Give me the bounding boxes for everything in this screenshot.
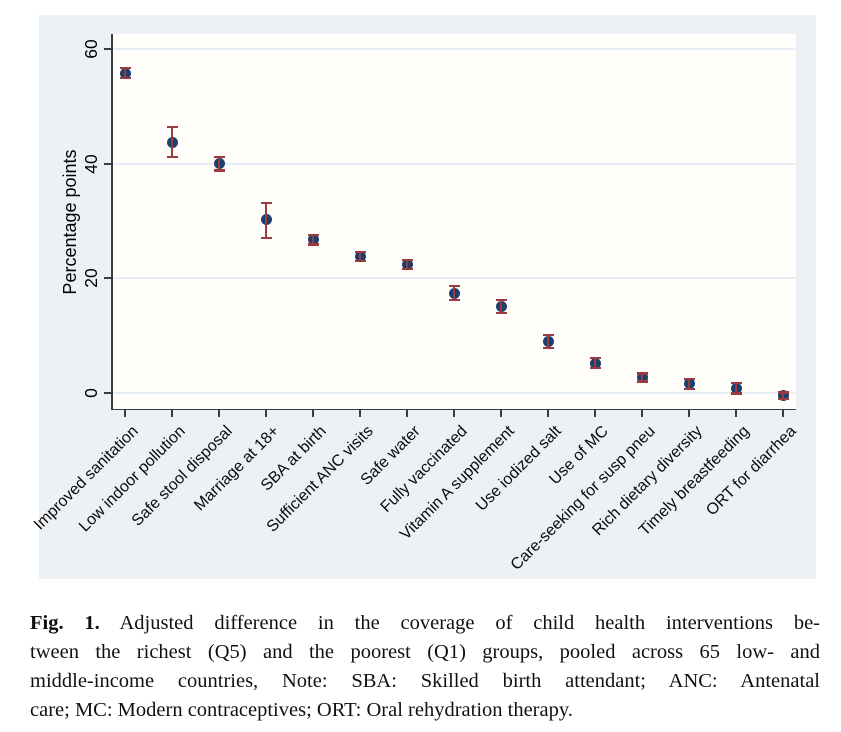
error-bar-cap-bottom	[119, 77, 131, 80]
error-bar-cap-top	[730, 382, 742, 385]
y-tick	[104, 162, 113, 165]
error-bar-cap-bottom	[589, 367, 601, 370]
error-bar-cap-top	[119, 66, 131, 70]
error-bar-cap-top	[777, 391, 789, 394]
x-tick	[594, 409, 596, 417]
error-bar-cap-bottom	[213, 169, 225, 172]
error-bar-line	[358, 251, 362, 262]
y-tick-label: 20	[81, 268, 101, 289]
error-bar-line	[170, 126, 174, 157]
gridline	[113, 277, 796, 280]
error-bar-cap-bottom	[401, 268, 413, 271]
error-bar-cap-bottom	[448, 299, 460, 302]
figure-1-chart: 0 20 40 60 Improved sanitation Low indoor pol…	[31, 15, 816, 579]
error-bar-line	[123, 67, 127, 79]
x-tick	[124, 409, 126, 417]
caption-line: Fig. 1. Adjusted difference in the cover…	[30, 612, 820, 634]
error-bar-line	[264, 202, 268, 238]
caption-line: care; MC: Modern contraceptives; ORT: Or…	[30, 699, 573, 721]
error-bar-cap-bottom	[542, 346, 554, 349]
gridline	[113, 162, 796, 165]
x-tick	[500, 409, 502, 417]
error-bar-cap-bottom	[307, 243, 319, 246]
error-bar-line	[546, 335, 550, 348]
error-bar-cap-top	[495, 299, 507, 302]
x-tick	[359, 409, 361, 417]
x-axis-line	[111, 408, 797, 411]
error-bar-line	[217, 156, 221, 171]
error-bar-cap-bottom	[166, 155, 178, 158]
error-bar-cap-bottom	[354, 260, 366, 263]
error-bar-cap-top	[307, 234, 319, 237]
error-bar-cap-top	[213, 155, 225, 158]
error-bar-cap-bottom	[730, 392, 742, 395]
x-tick	[406, 409, 408, 417]
x-tick	[782, 409, 784, 417]
x-tick	[171, 409, 173, 417]
figure-label: Fig. 1.	[30, 612, 100, 634]
error-bar-cap-top	[636, 372, 648, 375]
y-tick-label: 40	[81, 153, 101, 174]
error-bar-line	[734, 383, 738, 394]
error-bar-cap-bottom	[636, 380, 648, 383]
caption-line: middle-income countries, Note: SBA: Skil…	[30, 670, 820, 692]
error-bar-line	[640, 373, 644, 382]
error-bar-line	[687, 378, 691, 389]
gridline	[113, 48, 796, 51]
error-bar-cap-top	[589, 356, 601, 360]
error-bar-line	[499, 300, 503, 313]
x-tick	[641, 409, 643, 417]
error-bar-line	[593, 358, 597, 369]
error-bar-cap-bottom	[777, 398, 789, 401]
y-axis-title: Percentage points	[60, 149, 80, 295]
error-bar-line	[405, 259, 409, 270]
error-bar-cap-bottom	[683, 387, 695, 391]
error-bar-line	[311, 235, 315, 245]
caption-line: tween the richest (Q5) and the poorest (…	[30, 641, 820, 663]
gridline	[113, 392, 796, 394]
x-tick	[265, 409, 267, 417]
error-bar-cap-top	[354, 250, 366, 254]
x-tick	[218, 409, 220, 417]
y-tick-label: 0	[81, 388, 101, 398]
error-bar-line	[781, 392, 785, 400]
error-bar-cap-top	[542, 333, 554, 337]
figure-caption: Fig. 1. Adjusted difference in the cover…	[30, 609, 820, 725]
error-bar-cap-bottom	[260, 236, 272, 239]
x-tick	[312, 409, 314, 417]
error-bar-cap-top	[401, 258, 413, 262]
error-bar-cap-bottom	[495, 311, 507, 314]
error-bar-cap-top	[260, 201, 272, 204]
y-tick	[104, 392, 113, 394]
y-tick	[104, 48, 113, 50]
x-tick	[688, 409, 690, 417]
x-tick	[547, 409, 549, 417]
y-axis-line	[111, 34, 114, 410]
y-tick-label: 60	[81, 39, 101, 59]
x-tick	[735, 409, 737, 417]
x-tick	[453, 409, 455, 417]
plot-area	[113, 34, 796, 409]
error-bar-cap-top	[448, 285, 460, 288]
y-tick	[104, 277, 113, 280]
error-bar-cap-top	[166, 125, 178, 129]
error-bar-line	[452, 286, 456, 301]
error-bar-cap-top	[683, 377, 695, 380]
